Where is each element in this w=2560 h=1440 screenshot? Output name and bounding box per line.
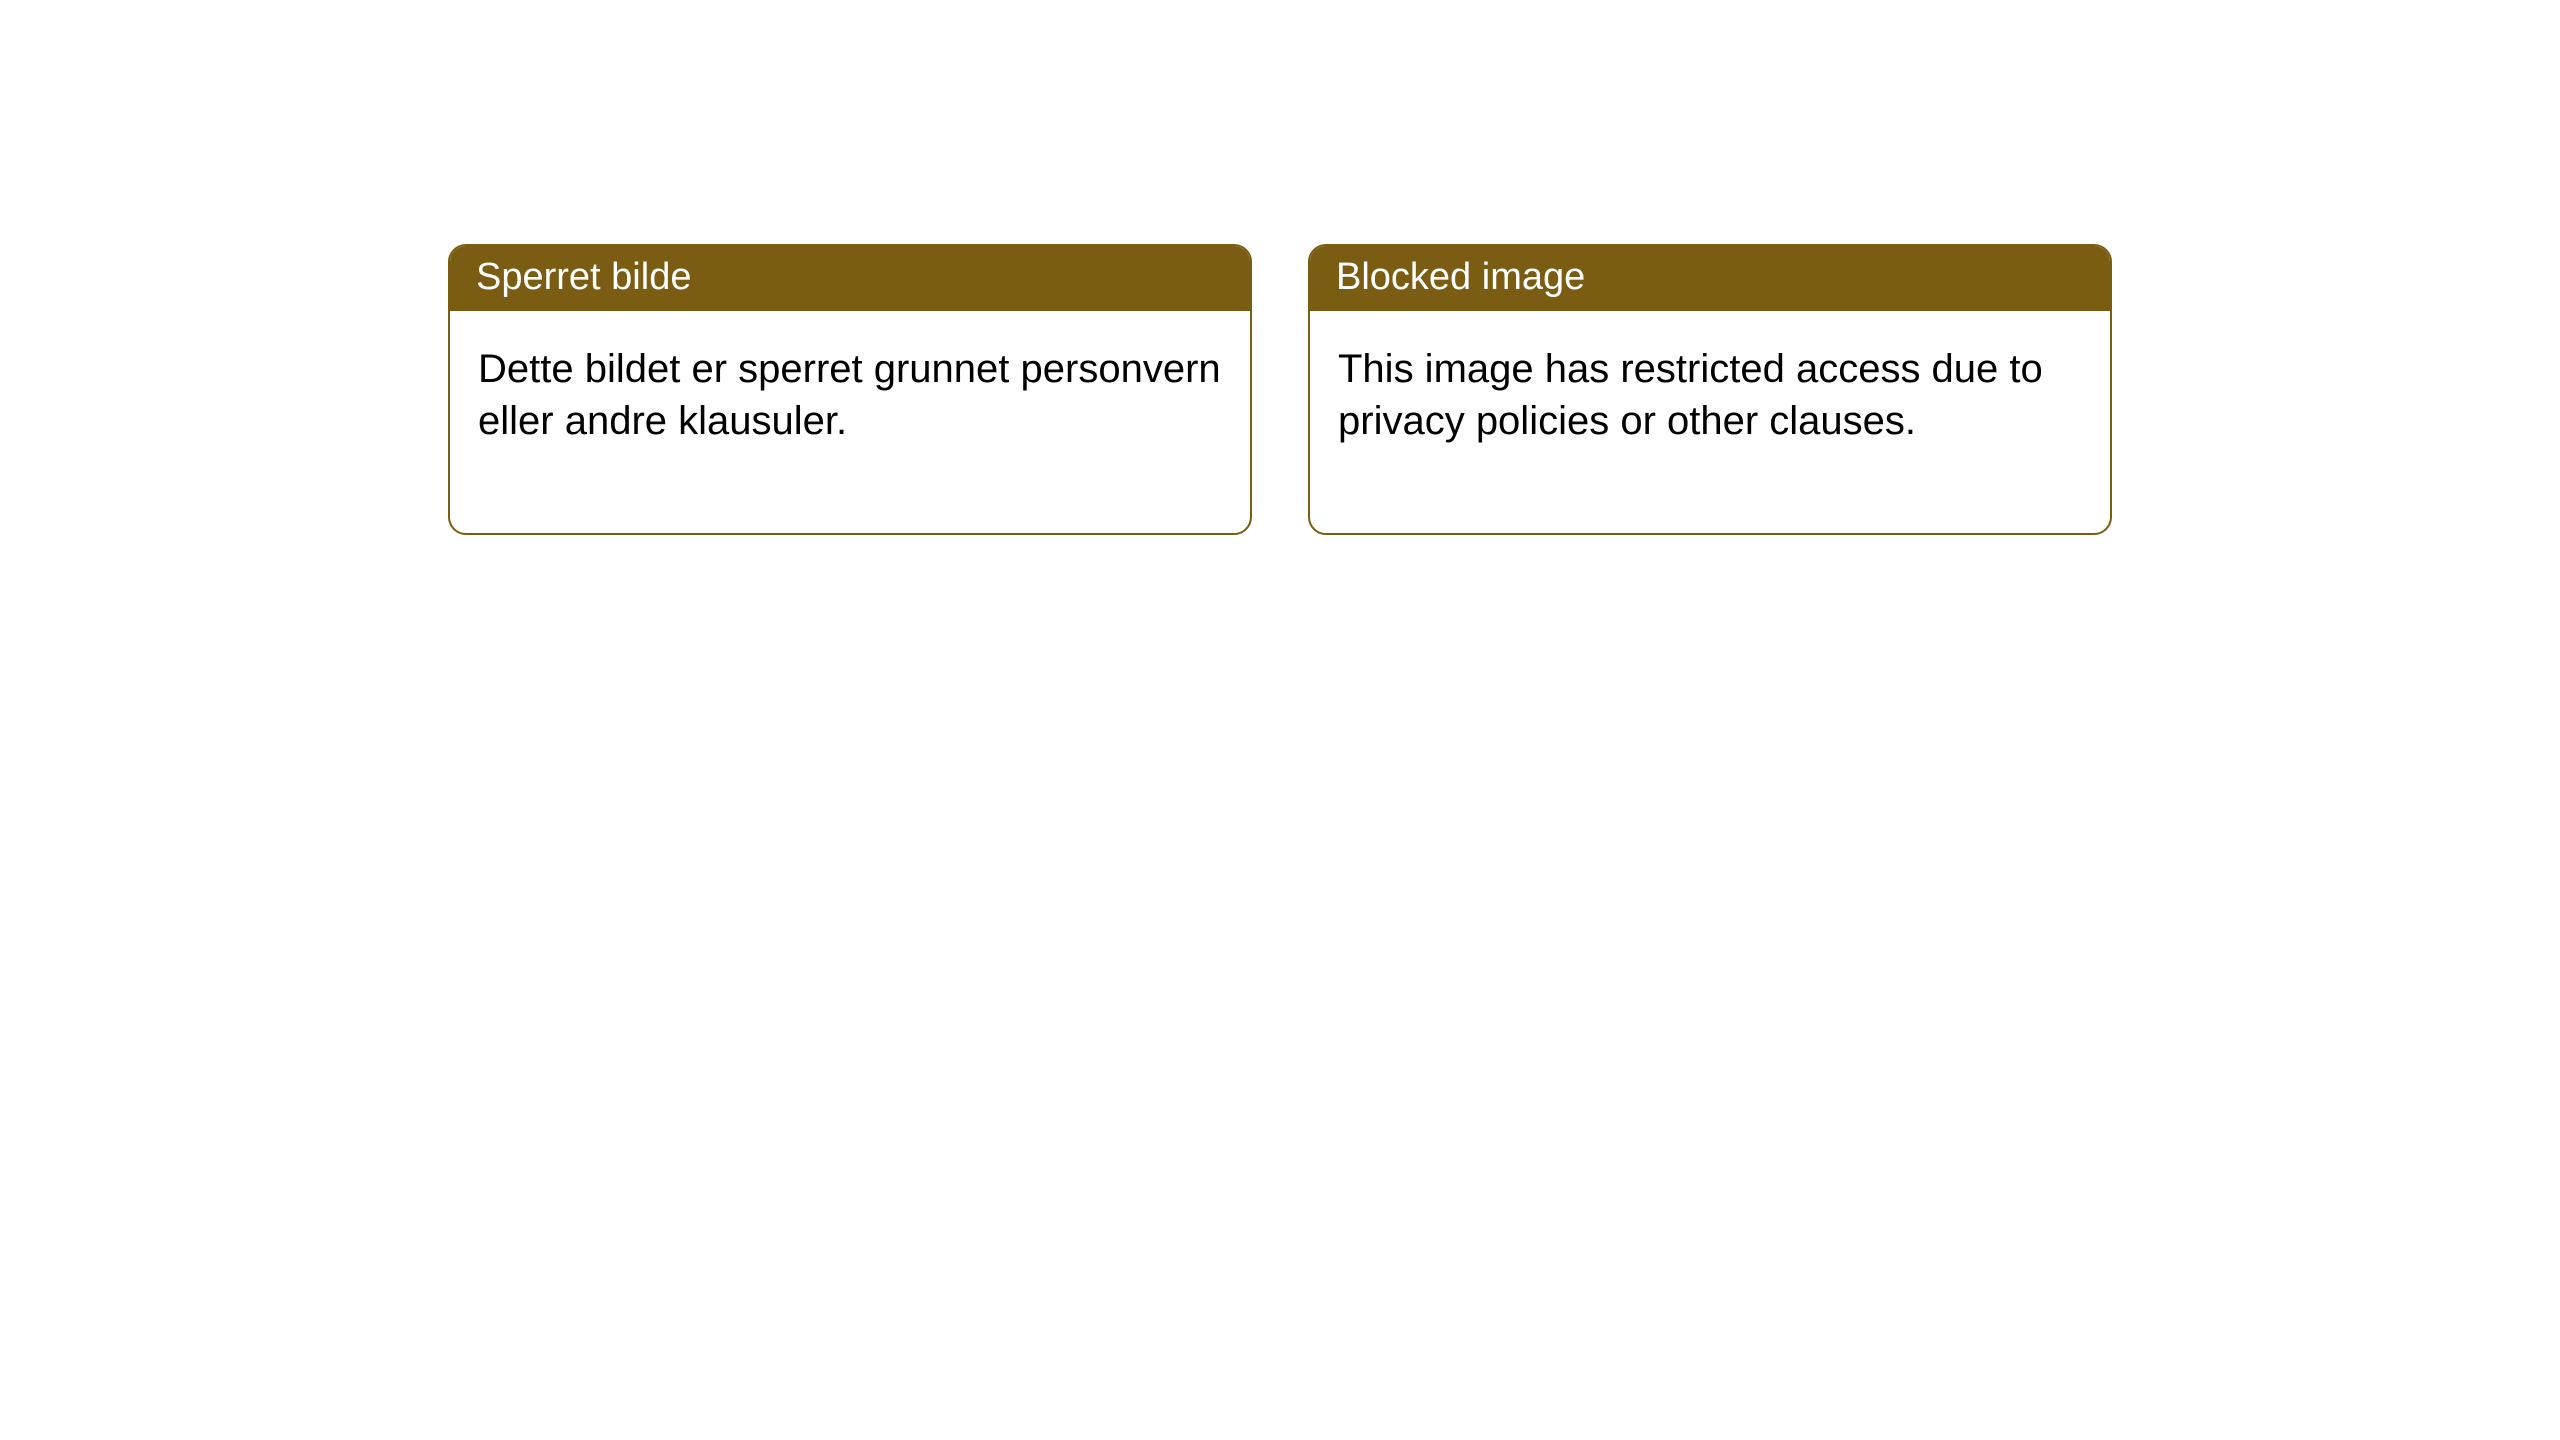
- notice-header: Blocked image: [1310, 246, 2110, 311]
- notice-header: Sperret bilde: [450, 246, 1250, 311]
- notice-card-english: Blocked image This image has restricted …: [1308, 244, 2112, 535]
- notice-body: Dette bildet er sperret grunnet personve…: [450, 311, 1250, 533]
- notice-card-norwegian: Sperret bilde Dette bildet er sperret gr…: [448, 244, 1252, 535]
- notice-body: This image has restricted access due to …: [1310, 311, 2110, 533]
- notice-container: Sperret bilde Dette bildet er sperret gr…: [0, 0, 2560, 535]
